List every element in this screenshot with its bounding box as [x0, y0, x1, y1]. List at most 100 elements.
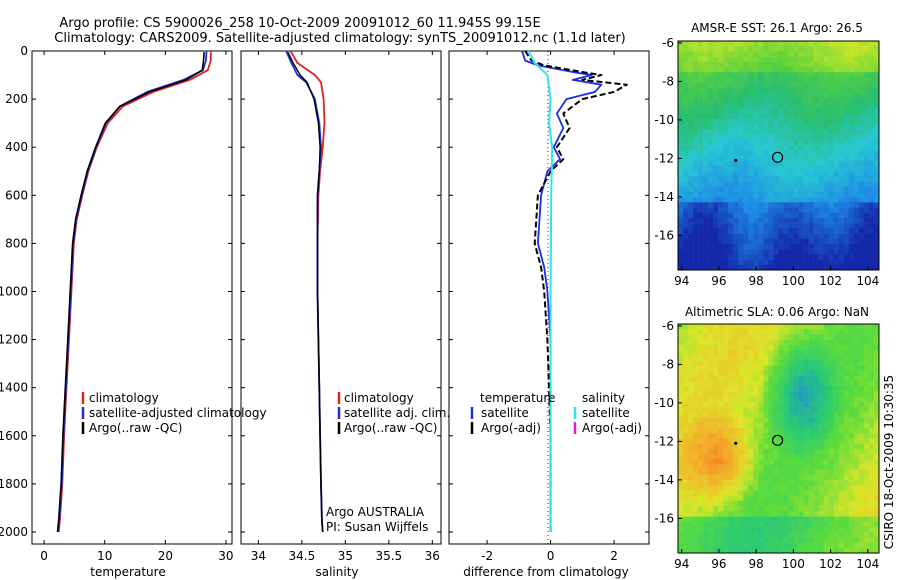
- heatmap-cell: [683, 324, 689, 330]
- heatmap-cell: [808, 459, 814, 465]
- heatmap-cell: [723, 422, 729, 429]
- heatmap-cell: [723, 243, 729, 250]
- heatmap-cell: [813, 197, 819, 203]
- y-tick-label: 200: [5, 92, 28, 106]
- heatmap-cell: [688, 207, 694, 214]
- heatmap-cell: [698, 129, 704, 135]
- heatmap-cell: [813, 87, 819, 94]
- heatmap-cell: [678, 412, 684, 418]
- heatmap-cell: [683, 202, 689, 208]
- heatmap-cell: [798, 485, 804, 491]
- heatmap-cell: [703, 181, 709, 187]
- heatmap-cell: [733, 469, 739, 476]
- heatmap-cell: [833, 329, 840, 335]
- heatmap-cell: [728, 217, 734, 224]
- heatmap-cell: [873, 103, 879, 109]
- heatmap-cell: [723, 495, 729, 502]
- heatmap-cell: [703, 412, 709, 418]
- heatmap-cell: [778, 339, 784, 346]
- heatmap-cell: [818, 490, 824, 497]
- heatmap-cell: [748, 171, 754, 177]
- heatmap-cell: [743, 454, 749, 460]
- heatmap-cell: [708, 207, 714, 214]
- heatmap-cell: [683, 51, 689, 57]
- heatmap-cell: [853, 469, 860, 476]
- y-tick-label: 0: [20, 44, 28, 58]
- heatmap-cell: [873, 428, 879, 434]
- heatmap-cell: [678, 532, 684, 538]
- heatmap-cell: [853, 459, 860, 465]
- heatmap-cell: [678, 485, 684, 491]
- heatmap-cell: [748, 485, 754, 491]
- heatmap-cell: [728, 77, 734, 83]
- heatmap-cell: [833, 51, 840, 57]
- map-x-tick-label: 102: [819, 274, 842, 288]
- heatmap-cell: [758, 176, 764, 182]
- heatmap-cell: [748, 355, 754, 361]
- heatmap-cell: [698, 176, 704, 182]
- sla-map-panel: Altimetric SLA: 0.06 Argo: NaN 94 96 98 100…: [654, 305, 880, 571]
- heatmap-cell: [828, 396, 835, 403]
- heatmap-cell: [678, 202, 684, 208]
- heatmap-cell: [848, 454, 855, 460]
- heatmap-cell: [853, 521, 860, 528]
- heatmap-cell: [873, 438, 879, 444]
- heatmap-cell: [703, 228, 709, 234]
- heatmap-cell: [723, 485, 729, 491]
- heatmap-cell: [808, 547, 814, 553]
- heatmap-cell: [843, 186, 850, 193]
- heatmap-cell: [693, 186, 699, 193]
- heatmap-cell: [798, 254, 804, 260]
- heatmap-cell: [813, 526, 819, 533]
- heatmap-cell: [753, 207, 759, 214]
- heatmap-cell: [708, 329, 714, 335]
- heatmap-cell: [678, 547, 684, 553]
- heatmap-cell: [743, 344, 749, 351]
- heatmap-cell: [728, 407, 734, 413]
- heatmap-cell: [858, 469, 865, 476]
- heatmap-cell: [763, 134, 769, 141]
- heatmap-cell: [773, 526, 779, 533]
- heatmap-cell: [758, 433, 764, 439]
- heatmap-cell: [808, 355, 814, 361]
- heatmap-cell: [698, 207, 704, 214]
- heatmap-cell: [783, 438, 789, 444]
- map-x-tick-label: 94: [674, 557, 689, 571]
- heatmap-cell: [738, 129, 744, 135]
- heatmap-cell: [838, 412, 845, 418]
- x-tick-label: 35.5: [375, 549, 402, 563]
- heatmap-cell: [753, 223, 759, 229]
- heatmap-cell: [873, 165, 879, 172]
- heatmap-cell: [703, 87, 709, 94]
- heatmap-cell: [688, 67, 694, 73]
- heatmap-cell: [723, 506, 729, 512]
- heatmap-cell: [813, 165, 819, 172]
- heatmap-cell: [813, 324, 819, 330]
- heatmap-cell: [873, 77, 879, 83]
- heatmap-cell: [768, 93, 774, 99]
- heatmap-cell: [843, 422, 850, 429]
- heatmap-cell: [833, 254, 840, 260]
- heatmap-cell: [758, 145, 764, 151]
- map-x-tick-label: 102: [819, 557, 842, 571]
- heatmap-cell: [848, 155, 855, 161]
- heatmap-cell: [703, 264, 709, 270]
- heatmap-cell: [813, 495, 819, 502]
- heatmap-cell: [763, 41, 769, 47]
- heatmap-cell: [718, 56, 724, 63]
- heatmap-cell: [683, 547, 689, 553]
- heatmap-cell: [828, 134, 835, 141]
- heatmap-cell: [683, 108, 689, 115]
- heatmap-cell: [733, 391, 739, 398]
- heatmap-cell: [798, 495, 804, 502]
- heatmap-cell: [788, 46, 794, 52]
- heatmap-cell: [848, 259, 855, 266]
- x-tick-label: 10: [97, 549, 112, 563]
- heatmap-cell: [798, 490, 804, 497]
- heatmap-cell: [748, 433, 754, 439]
- heatmap-cell: [708, 516, 714, 523]
- heatmap-cell: [828, 329, 835, 335]
- heatmap-cell: [728, 370, 734, 377]
- heatmap-cell: [728, 197, 734, 203]
- heatmap-cell: [708, 124, 714, 130]
